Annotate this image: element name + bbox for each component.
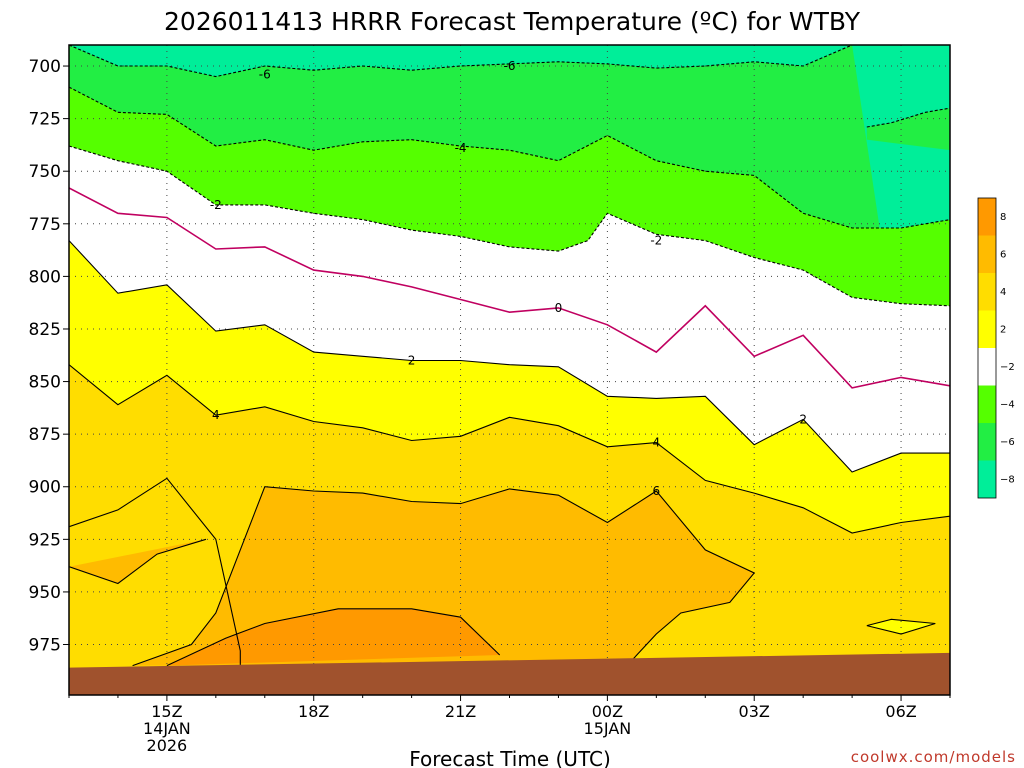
x-tick-label-15-2: 2026	[147, 736, 188, 755]
contour-label-0: -6	[259, 67, 271, 81]
contour-line--6-0	[69, 45, 853, 78]
colorbar-tick-4: −2	[1000, 362, 1015, 373]
terrain-ground	[69, 652, 950, 695]
colorbar-swatch-2	[978, 273, 996, 311]
contour-line-6-8	[166, 608, 501, 667]
contour-label-9: 4	[653, 436, 661, 450]
x-tick-label-15-1: 14JAN	[143, 719, 191, 738]
contour-label-1: -6	[504, 59, 516, 73]
contour-label-3: -2	[210, 198, 222, 212]
contour-label-5: 0	[555, 301, 563, 315]
colorbar-tick-3: 2	[1000, 324, 1006, 335]
contour-lines	[69, 45, 950, 667]
x-tick-label-21-0: 21Z	[445, 702, 476, 721]
band-neg6-neg4-right	[866, 108, 950, 151]
contour-line-2-5	[69, 240, 950, 473]
colorbar-tick-2: 4	[1000, 287, 1006, 298]
colorbar-swatch-7	[978, 460, 996, 498]
y-tick-label-725: 725	[29, 110, 61, 130]
y-tick-label-700: 700	[29, 57, 61, 77]
colorbar-swatch-4	[978, 348, 996, 386]
contour-line-6-7	[69, 477, 241, 666]
contour-label-8: 4	[212, 408, 220, 422]
y-tick-label-850: 850	[29, 373, 61, 393]
y-tick-label-875: 875	[29, 425, 61, 445]
band-above-8	[166, 608, 500, 666]
band-6-8-left	[69, 539, 206, 584]
colorbar-swatch-5	[978, 385, 996, 423]
credit-text: coolwx.com/models	[851, 748, 1016, 766]
colorbar-tick-5: −4	[1000, 399, 1015, 410]
contour-line-0-4	[69, 187, 950, 389]
contour-line--4-2	[69, 86, 950, 229]
colorbar-swatch-6	[978, 423, 996, 461]
x-tick-label-18-0: 18Z	[298, 702, 329, 721]
temperature-bands	[69, 45, 950, 695]
x-tick-label-27-0: 03Z	[739, 702, 770, 721]
colorbar-tick-7: −8	[1000, 474, 1015, 485]
contour-label-7: 2	[799, 412, 807, 426]
y-tick-label-750: 750	[29, 162, 61, 182]
contour-line--6-1	[866, 107, 950, 128]
y-tick-label-950: 950	[29, 583, 61, 603]
colorbar-tick-1: 6	[1000, 249, 1006, 260]
band-pocket-8	[866, 619, 936, 634]
contour-label-4: -2	[650, 234, 662, 248]
y-tick-label-775: 775	[29, 215, 61, 235]
chart-title: 2026011413 HRRR Forecast Temperature (ºC…	[164, 7, 861, 36]
contour-labels: -6 -6 -4 -2 -2 0 2 2 4 4 6	[210, 59, 807, 498]
y-tick-label-900: 900	[29, 478, 61, 498]
x-tick-label-24-0: 00Z	[592, 702, 623, 721]
contour-line-4-6	[69, 364, 950, 534]
y-tick-label-925: 925	[29, 530, 61, 550]
x-axis-label: Forecast Time (UTC)	[409, 747, 611, 768]
colorbar-swatch-3	[978, 310, 996, 348]
x-tick-label-24-1: 15JAN	[584, 719, 632, 738]
grid	[69, 45, 950, 695]
contour-label-10: 6	[653, 484, 661, 498]
contour-line-8-11	[866, 618, 936, 635]
contour-line-6-9	[69, 538, 207, 585]
contour-line-6-10	[132, 486, 756, 667]
colorbar-swatch-0	[978, 198, 996, 236]
y-axis: 700 725 750 775 800 825 850 875 900 925 950 975	[29, 57, 69, 656]
colorbar-tick-0: 8	[1000, 212, 1006, 223]
y-tick-label-800: 800	[29, 267, 61, 287]
x-tick-label-15-0: 15Z	[151, 702, 182, 721]
y-tick-label-975: 975	[29, 636, 61, 656]
colorbar: 8 6 4 2 −2 −4 −6 −8	[977, 197, 1015, 499]
colorbar-tick-6: −6	[1000, 437, 1015, 448]
colorbar-swatch-1	[978, 235, 996, 273]
terrain	[69, 652, 950, 695]
colorbar-frame	[977, 197, 997, 499]
x-tick-label-30-0: 06Z	[885, 702, 916, 721]
contour-label-6: 2	[408, 354, 416, 368]
contour-label-2: -4	[455, 141, 467, 155]
y-tick-label-825: 825	[29, 320, 61, 340]
contour-line--2-3	[69, 145, 950, 307]
